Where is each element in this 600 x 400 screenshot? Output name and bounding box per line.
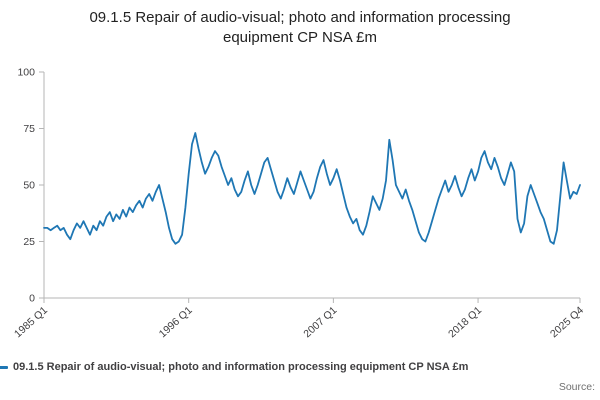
svg-text:2018 Q1: 2018 Q1 [446, 304, 484, 340]
chart-title: 09.1.5 Repair of audio-visual; photo and… [89, 9, 511, 47]
svg-text:25: 25 [23, 236, 35, 248]
svg-text:2007 Q1: 2007 Q1 [301, 304, 339, 340]
legend: 09.1.5 Repair of audio-visual; photo and… [0, 361, 600, 373]
line-chart: 0 25 50 75 100 1985 Q1 1996 Q1 2007 Q1 2018 Q1 20… [12, 67, 586, 341]
svg-text:2025 Q4: 2025 Q4 [548, 304, 586, 340]
svg-text:1996 Q1: 1996 Q1 [157, 304, 195, 340]
svg-text:75: 75 [23, 123, 35, 135]
svg-text:50: 50 [23, 180, 35, 192]
svg-text:0: 0 [29, 293, 35, 305]
legend-line-marker [0, 365, 8, 369]
legend-label: 09.1.5 Repair of audio-visual; photo and… [13, 361, 469, 373]
svg-text:1985 Q1: 1985 Q1 [12, 304, 50, 340]
svg-text:100: 100 [17, 67, 35, 79]
source-label: Source: [558, 381, 595, 393]
